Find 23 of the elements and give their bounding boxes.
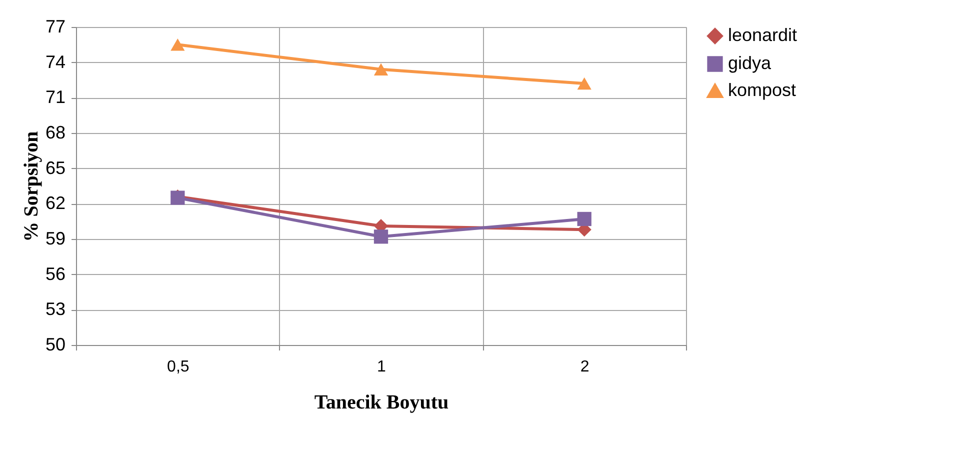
y-tick-label: 71: [45, 87, 66, 108]
legend-label: gidya: [728, 53, 772, 73]
point: [374, 63, 388, 76]
y-tick-label: 65: [45, 158, 66, 178]
y-tick-label: 56: [45, 264, 66, 284]
y-tick-label: 77: [45, 16, 66, 36]
legend-label: kompost: [728, 80, 796, 100]
point: [577, 77, 592, 90]
point: [374, 230, 388, 244]
y-tick-label: 68: [45, 122, 66, 142]
y-tick-label: 53: [45, 299, 66, 320]
x-tick-label: 0,5: [167, 358, 190, 376]
x-tick-label: 2: [580, 358, 590, 376]
point: [577, 212, 592, 226]
y-tick-label: 62: [45, 193, 66, 214]
y-tick-label: 74: [45, 52, 66, 72]
point: [170, 38, 185, 51]
legend-label: leonardit: [728, 25, 798, 45]
x-axis-title: Tanecik Boyutu: [314, 392, 449, 414]
y-axis-title: % Sorpsiyon: [20, 131, 42, 242]
y-tick-label: 59: [45, 228, 66, 248]
x-tick-label: 1: [377, 358, 386, 376]
y-tick-label: 50: [45, 334, 66, 354]
